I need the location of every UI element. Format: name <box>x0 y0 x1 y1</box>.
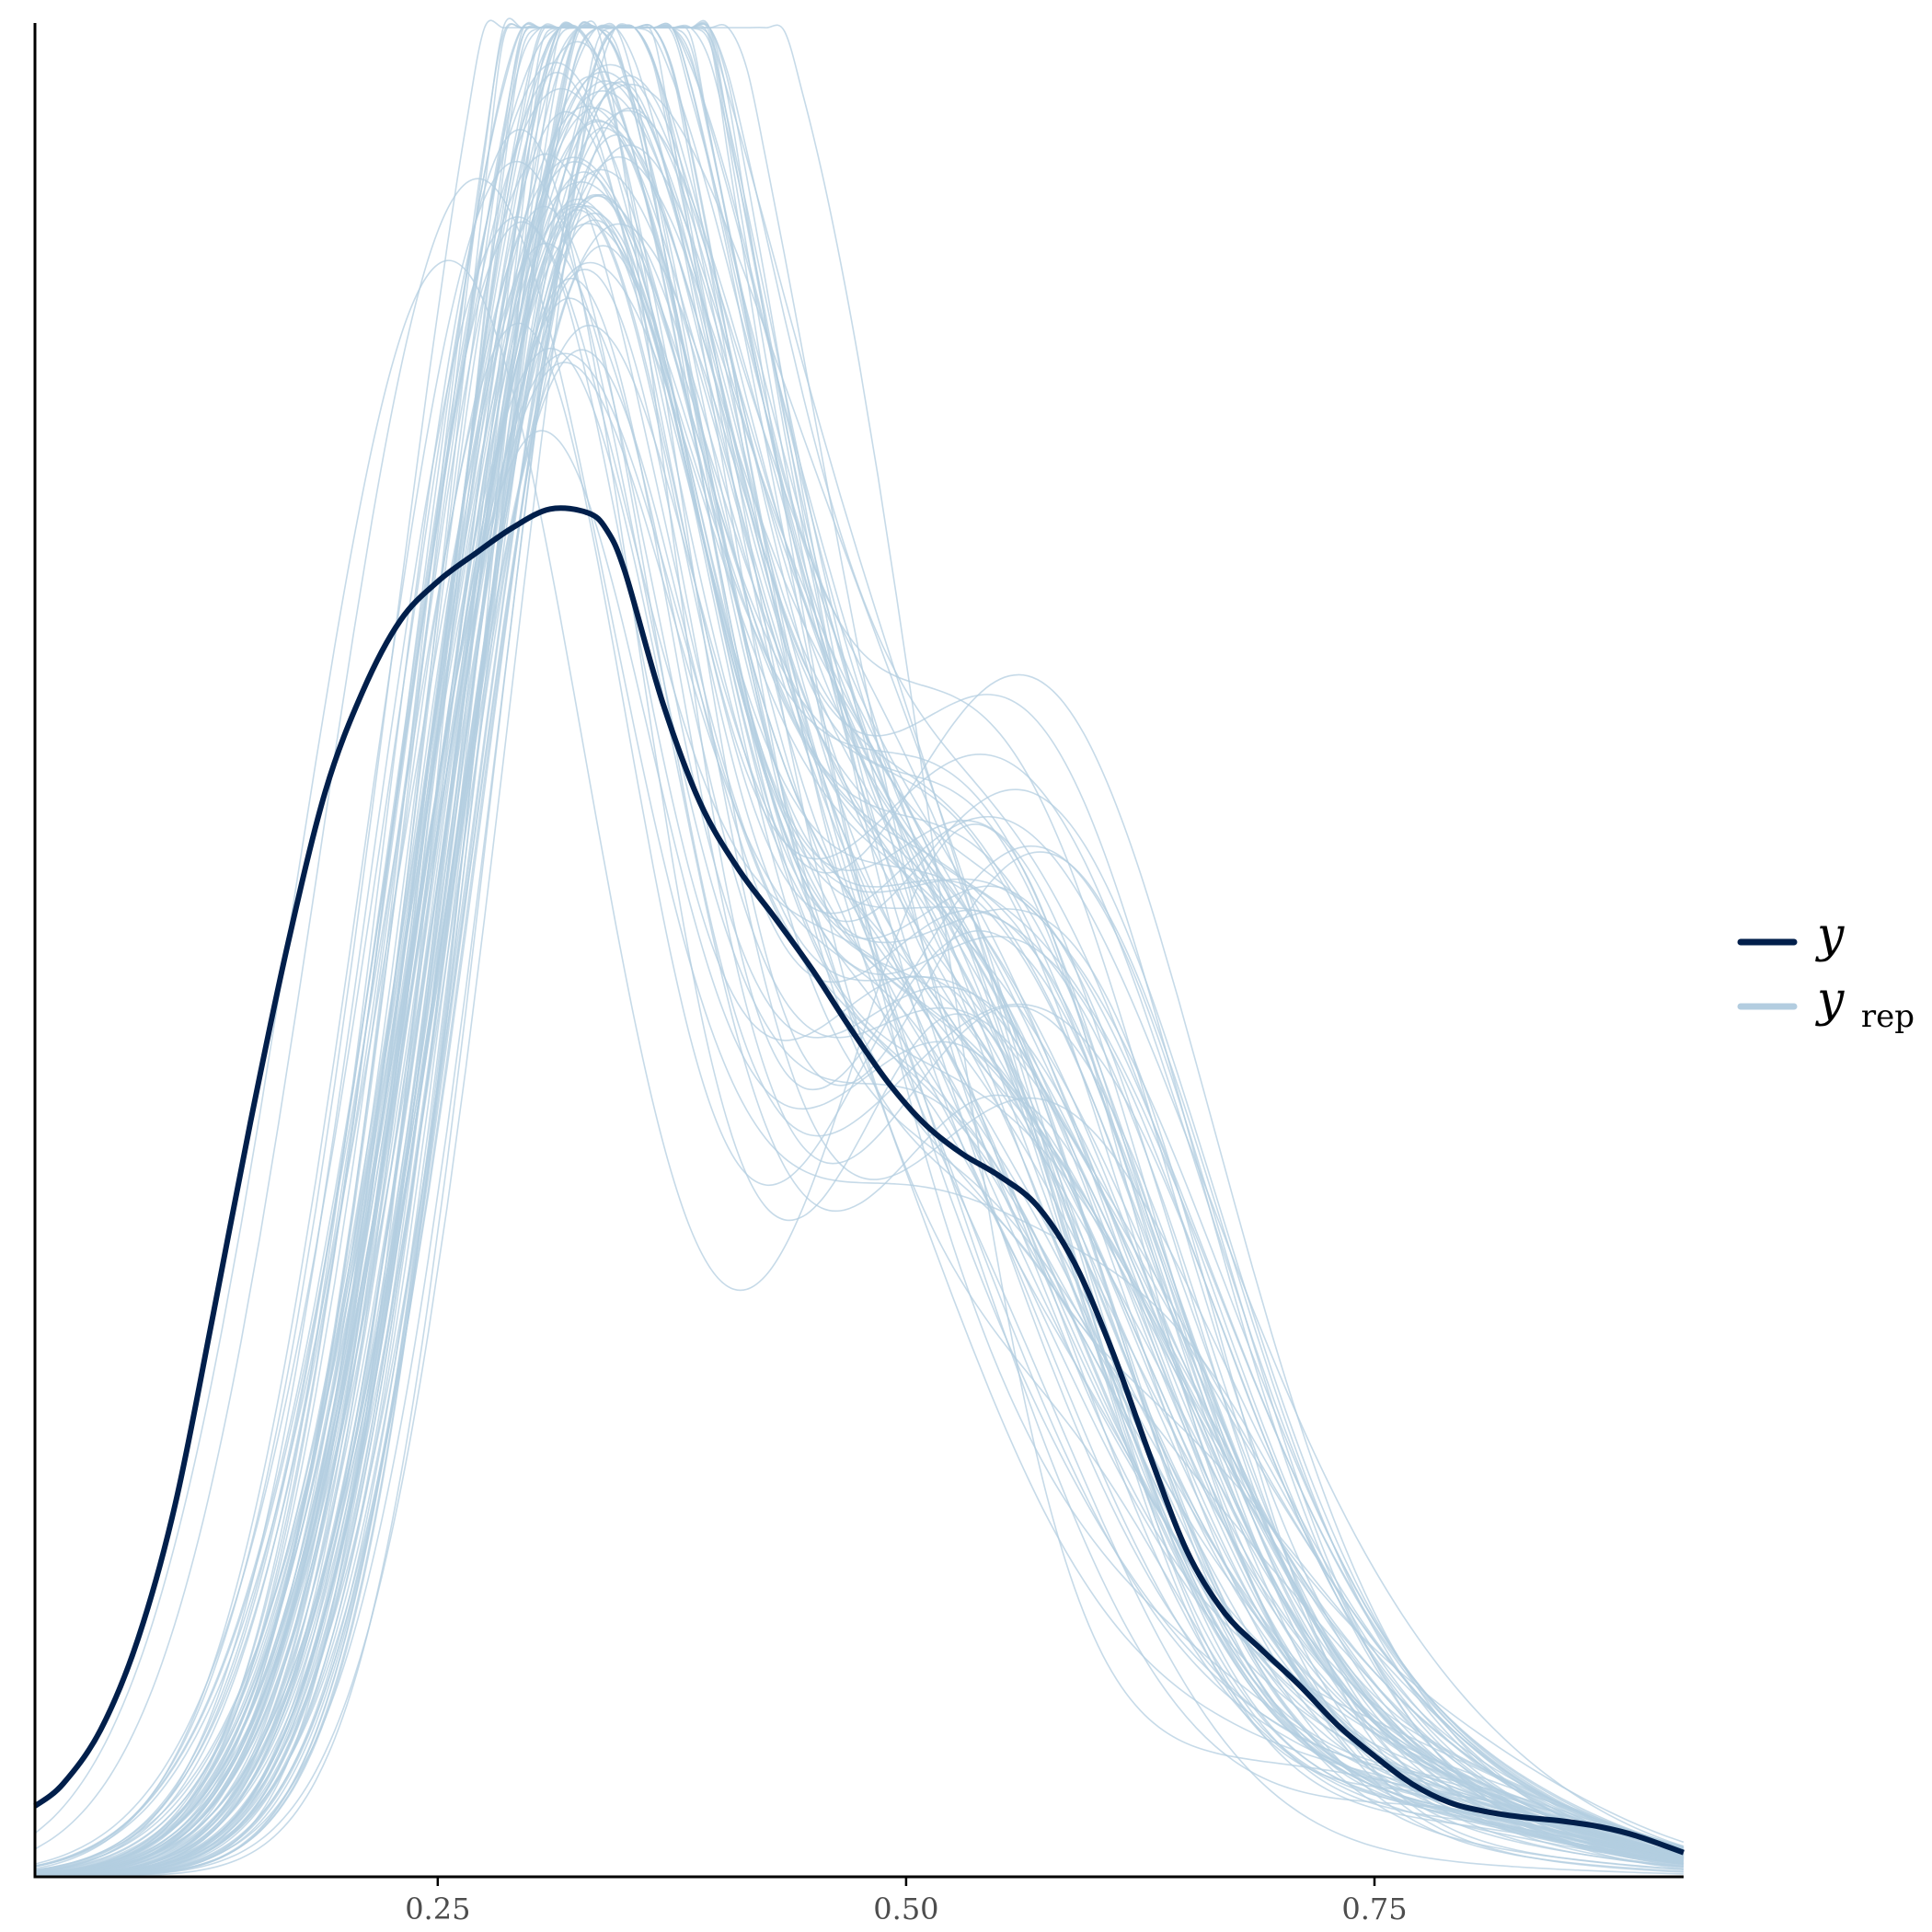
legend-label-y: y <box>1815 908 1845 963</box>
yrep-curve <box>35 126 1685 1878</box>
yrep-curve <box>34 205 1685 1878</box>
yrep-curve <box>34 195 1685 1874</box>
legend-label-yrep-subscript: rep <box>1861 998 1915 1035</box>
yrep-curve <box>34 109 1685 1875</box>
x-tick-label: 0.50 <box>873 1892 938 1926</box>
x-axis-ticks: 0.25 0.50 0.75 <box>405 1877 1408 1926</box>
yrep-curve <box>34 107 1685 1876</box>
legend-label-yrep-symbol: y <box>1815 972 1845 1028</box>
y-curve-layer <box>33 505 1685 1856</box>
yrep-curve <box>34 129 1685 1876</box>
yrep-curve <box>34 242 1685 1877</box>
yrep-curve <box>34 155 1685 1877</box>
y-density-curve <box>33 505 1685 1856</box>
yrep-curve <box>34 133 1685 1878</box>
yrep-curve <box>34 347 1685 1876</box>
yrep-curve <box>34 23 1685 1875</box>
yrep-curve <box>34 24 1685 1878</box>
yrep-curve <box>34 24 1685 1876</box>
yrep-curve <box>34 75 1685 1878</box>
yrep-curve <box>34 144 1685 1877</box>
yrep-curve <box>34 22 1685 1877</box>
yrep-curve <box>34 24 1685 1877</box>
legend-label-yrep: y rep <box>1815 972 1915 1035</box>
yrep-curve <box>34 160 1685 1869</box>
yrep-curve <box>34 181 1685 1868</box>
yrep-curve <box>34 24 1685 1878</box>
x-tick-label: 0.25 <box>405 1892 470 1926</box>
yrep-curve <box>34 198 1685 1877</box>
yrep-curve <box>34 203 1685 1874</box>
yrep-curve <box>34 21 1685 1878</box>
x-tick-label: 0.75 <box>1341 1892 1407 1926</box>
yrep-curve <box>34 156 1685 1868</box>
yrep-curve <box>34 83 1685 1871</box>
plot-area <box>33 17 1685 1878</box>
yrep-curve <box>34 62 1685 1872</box>
legend-label-y-symbol: y <box>1815 908 1845 963</box>
yrep-curve <box>34 105 1685 1875</box>
yrep-curve <box>34 24 1685 1878</box>
yrep-curve <box>34 221 1685 1876</box>
yrep-curve <box>34 110 1685 1878</box>
yrep-curve <box>34 80 1685 1876</box>
yrep-curve <box>34 205 1685 1878</box>
yrep-curve <box>34 178 1685 1853</box>
yrep-curve <box>34 40 1685 1876</box>
yrep-curve <box>34 121 1685 1873</box>
yrep-curve <box>34 72 1685 1877</box>
yrep-curves <box>34 17 1685 1878</box>
yrep-curve <box>34 23 1685 1877</box>
yrep-curve <box>34 161 1685 1875</box>
yrep-curve <box>34 25 1685 1873</box>
yrep-curve <box>34 107 1685 1878</box>
yrep-curve <box>34 119 1685 1877</box>
legend: y y rep <box>1737 908 1915 1035</box>
